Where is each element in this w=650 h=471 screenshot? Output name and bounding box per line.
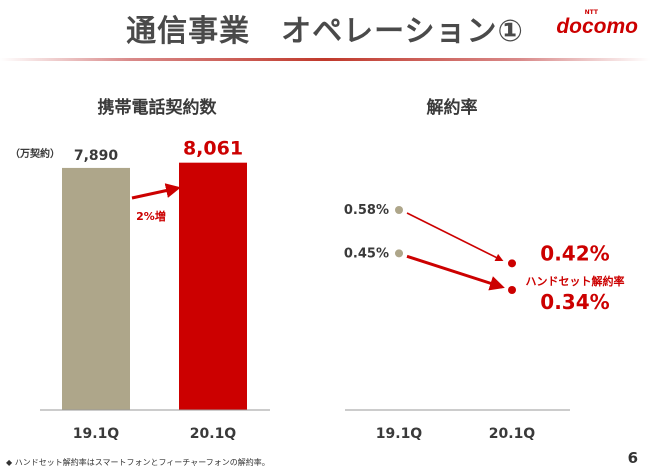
churn-point-prior bbox=[395, 249, 403, 258]
growth-annotation: 2%増 bbox=[136, 209, 166, 223]
churn-point-current bbox=[508, 259, 516, 268]
page-title: 通信事業 オペレーション① bbox=[126, 14, 524, 49]
logo-sup: NTT bbox=[584, 9, 598, 16]
churn-chart-title: 解約率 bbox=[427, 97, 478, 118]
bar-chart-unit: （万契約） bbox=[10, 147, 60, 160]
docomo-logo: NTT docomo bbox=[556, 10, 638, 38]
bar-19.1Q bbox=[62, 167, 130, 410]
bar-chart-title: 携帯電話契約数 bbox=[98, 97, 218, 118]
churn-value-label-prior: 0.45% bbox=[344, 246, 389, 261]
logo-text: docomo bbox=[556, 15, 638, 38]
title-divider bbox=[0, 58, 650, 61]
churn-point-current bbox=[508, 286, 516, 294]
churn-series-name: ハンドセット解約率 bbox=[526, 274, 625, 288]
bar-series: 7,890 19.1Q 8,061 20.1Q bbox=[62, 138, 247, 442]
churn-trend-arrow bbox=[406, 212, 504, 262]
bar-20.1Q bbox=[179, 162, 247, 410]
churn-value-label-current: 0.34% bbox=[540, 290, 609, 314]
bar-value-label: 7,890 bbox=[74, 148, 119, 164]
page-number: 6 bbox=[627, 449, 638, 467]
churn-trend-arrow bbox=[406, 254, 505, 291]
churn-category-label: 20.1Q bbox=[489, 426, 536, 442]
bar-category-label: 19.1Q bbox=[73, 426, 120, 442]
churn-category-label: 19.1Q bbox=[376, 426, 423, 442]
churn-value-label-prior: 0.58% bbox=[344, 203, 389, 218]
bar-value-label: 8,061 bbox=[183, 138, 243, 160]
churn-point-prior bbox=[395, 206, 403, 214]
bar-category-label: 20.1Q bbox=[190, 426, 237, 442]
growth-arrow bbox=[131, 183, 181, 200]
churn-value-label-current: 0.42% bbox=[540, 241, 609, 265]
churn-series: 19.1Q 20.1Q 0.58% 0.42% 0.45% 0.34% ハンドセット解約率 bbox=[344, 203, 625, 442]
footnote: ◆ ハンドセット解約率はスマートフォンとフィーチャーフォンの解約率。 bbox=[6, 458, 270, 467]
